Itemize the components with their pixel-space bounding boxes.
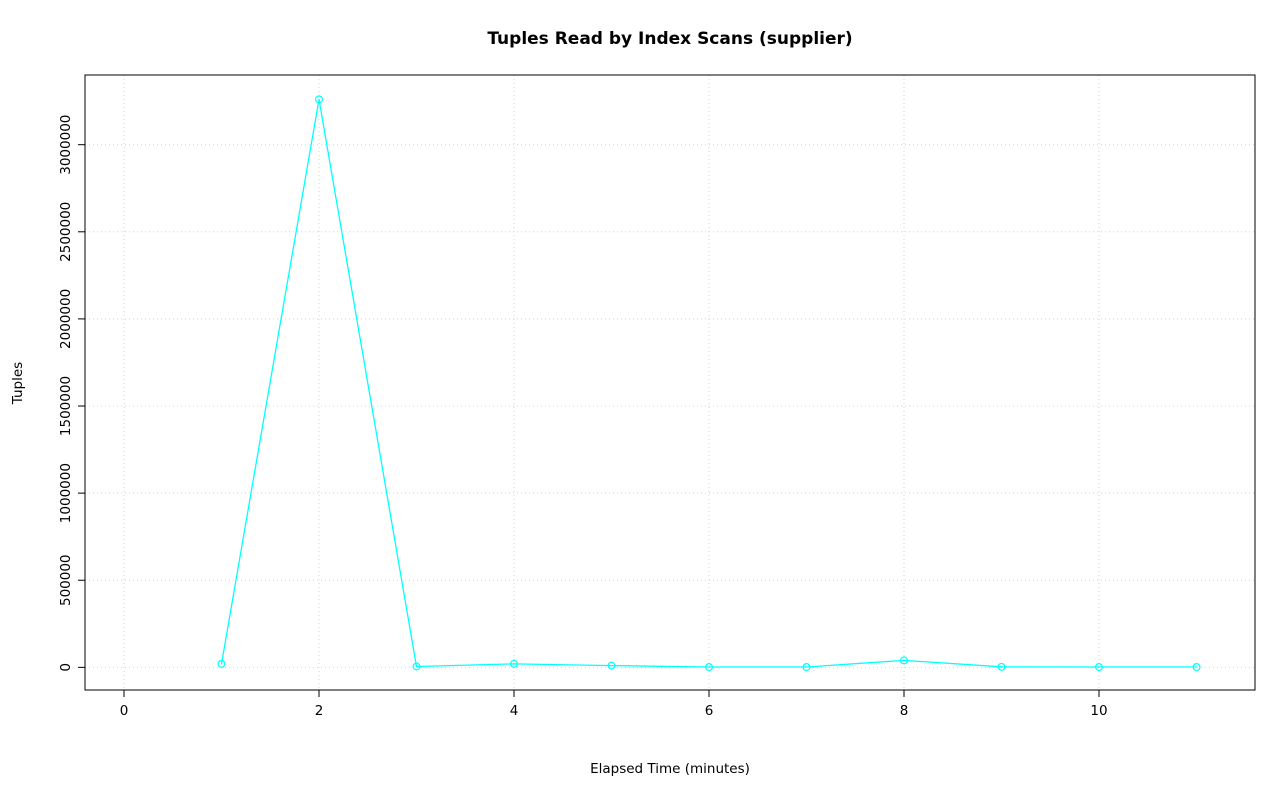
grid-layer bbox=[85, 75, 1255, 690]
x-tick-label: 2 bbox=[315, 703, 324, 719]
y-tick-label: 2500000 bbox=[58, 202, 74, 262]
y-tick-label: 1500000 bbox=[58, 376, 74, 436]
data-point-marker bbox=[899, 656, 908, 665]
data-point-marker bbox=[802, 663, 811, 672]
y-tick-label: 2000000 bbox=[58, 289, 74, 349]
y-tick-label: 1000000 bbox=[58, 463, 74, 523]
chart-title: Tuples Read by Index Scans (supplier) bbox=[487, 29, 852, 49]
y-axis-label: Tuples bbox=[10, 362, 26, 405]
axis-layer: 0 2 4 6 8 10 0 500000 1000000 1500000 2000000 25000… bbox=[58, 115, 1108, 719]
plot-border bbox=[84, 74, 1256, 691]
series-layer bbox=[217, 95, 1201, 672]
x-tick-label: 0 bbox=[120, 703, 129, 719]
plot-frame-layer bbox=[84, 74, 1256, 691]
y-tick-label: 3000000 bbox=[58, 115, 74, 175]
data-point-marker bbox=[607, 661, 616, 670]
series-line bbox=[220, 98, 1198, 668]
x-tick-label: 8 bbox=[900, 703, 909, 719]
x-tick-label: 10 bbox=[1090, 703, 1107, 719]
x-tick-label: 4 bbox=[510, 703, 519, 719]
x-axis-label: Elapsed Time (minutes) bbox=[590, 761, 750, 777]
y-tick-label: 500000 bbox=[58, 554, 74, 606]
data-point-marker bbox=[217, 659, 226, 668]
data-point-marker bbox=[704, 663, 713, 672]
data-point-marker bbox=[1094, 663, 1103, 672]
data-point-marker bbox=[315, 95, 324, 104]
x-tick-label: 6 bbox=[705, 703, 714, 719]
data-point-marker bbox=[1192, 663, 1201, 672]
data-point-marker bbox=[412, 662, 421, 671]
data-point-marker bbox=[997, 662, 1006, 671]
y-tick-label: 0 bbox=[58, 663, 74, 672]
data-point-marker bbox=[510, 659, 519, 668]
